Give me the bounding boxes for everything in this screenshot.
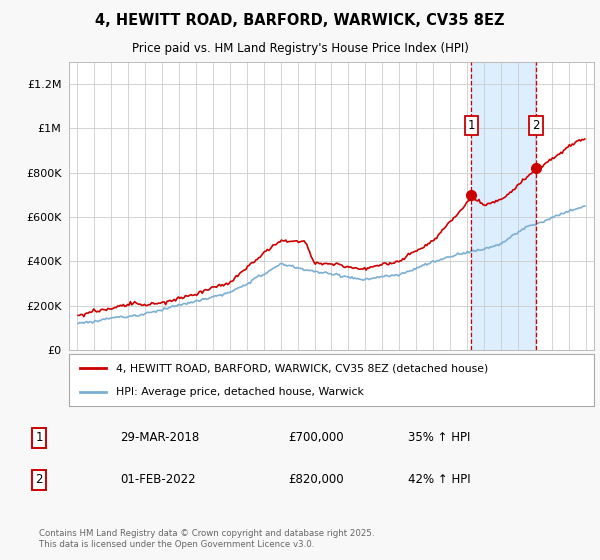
Text: 29-MAR-2018: 29-MAR-2018: [120, 431, 199, 445]
Text: Contains HM Land Registry data © Crown copyright and database right 2025.
This d: Contains HM Land Registry data © Crown c…: [39, 529, 374, 549]
Text: 42% ↑ HPI: 42% ↑ HPI: [408, 473, 470, 487]
Text: 4, HEWITT ROAD, BARFORD, WARWICK, CV35 8EZ (detached house): 4, HEWITT ROAD, BARFORD, WARWICK, CV35 8…: [116, 363, 488, 374]
Text: Price paid vs. HM Land Registry's House Price Index (HPI): Price paid vs. HM Land Registry's House …: [131, 43, 469, 55]
Text: £700,000: £700,000: [288, 431, 344, 445]
Text: 1: 1: [467, 119, 475, 132]
Text: 2: 2: [35, 473, 43, 487]
Text: £820,000: £820,000: [288, 473, 344, 487]
Text: 1: 1: [35, 431, 43, 445]
Text: 4, HEWITT ROAD, BARFORD, WARWICK, CV35 8EZ: 4, HEWITT ROAD, BARFORD, WARWICK, CV35 8…: [95, 13, 505, 28]
Bar: [471, 62, 536, 350]
Text: 01-FEB-2022: 01-FEB-2022: [120, 473, 196, 487]
Text: HPI: Average price, detached house, Warwick: HPI: Average price, detached house, Warw…: [116, 386, 364, 396]
Text: 2: 2: [532, 119, 540, 132]
Text: 35% ↑ HPI: 35% ↑ HPI: [408, 431, 470, 445]
